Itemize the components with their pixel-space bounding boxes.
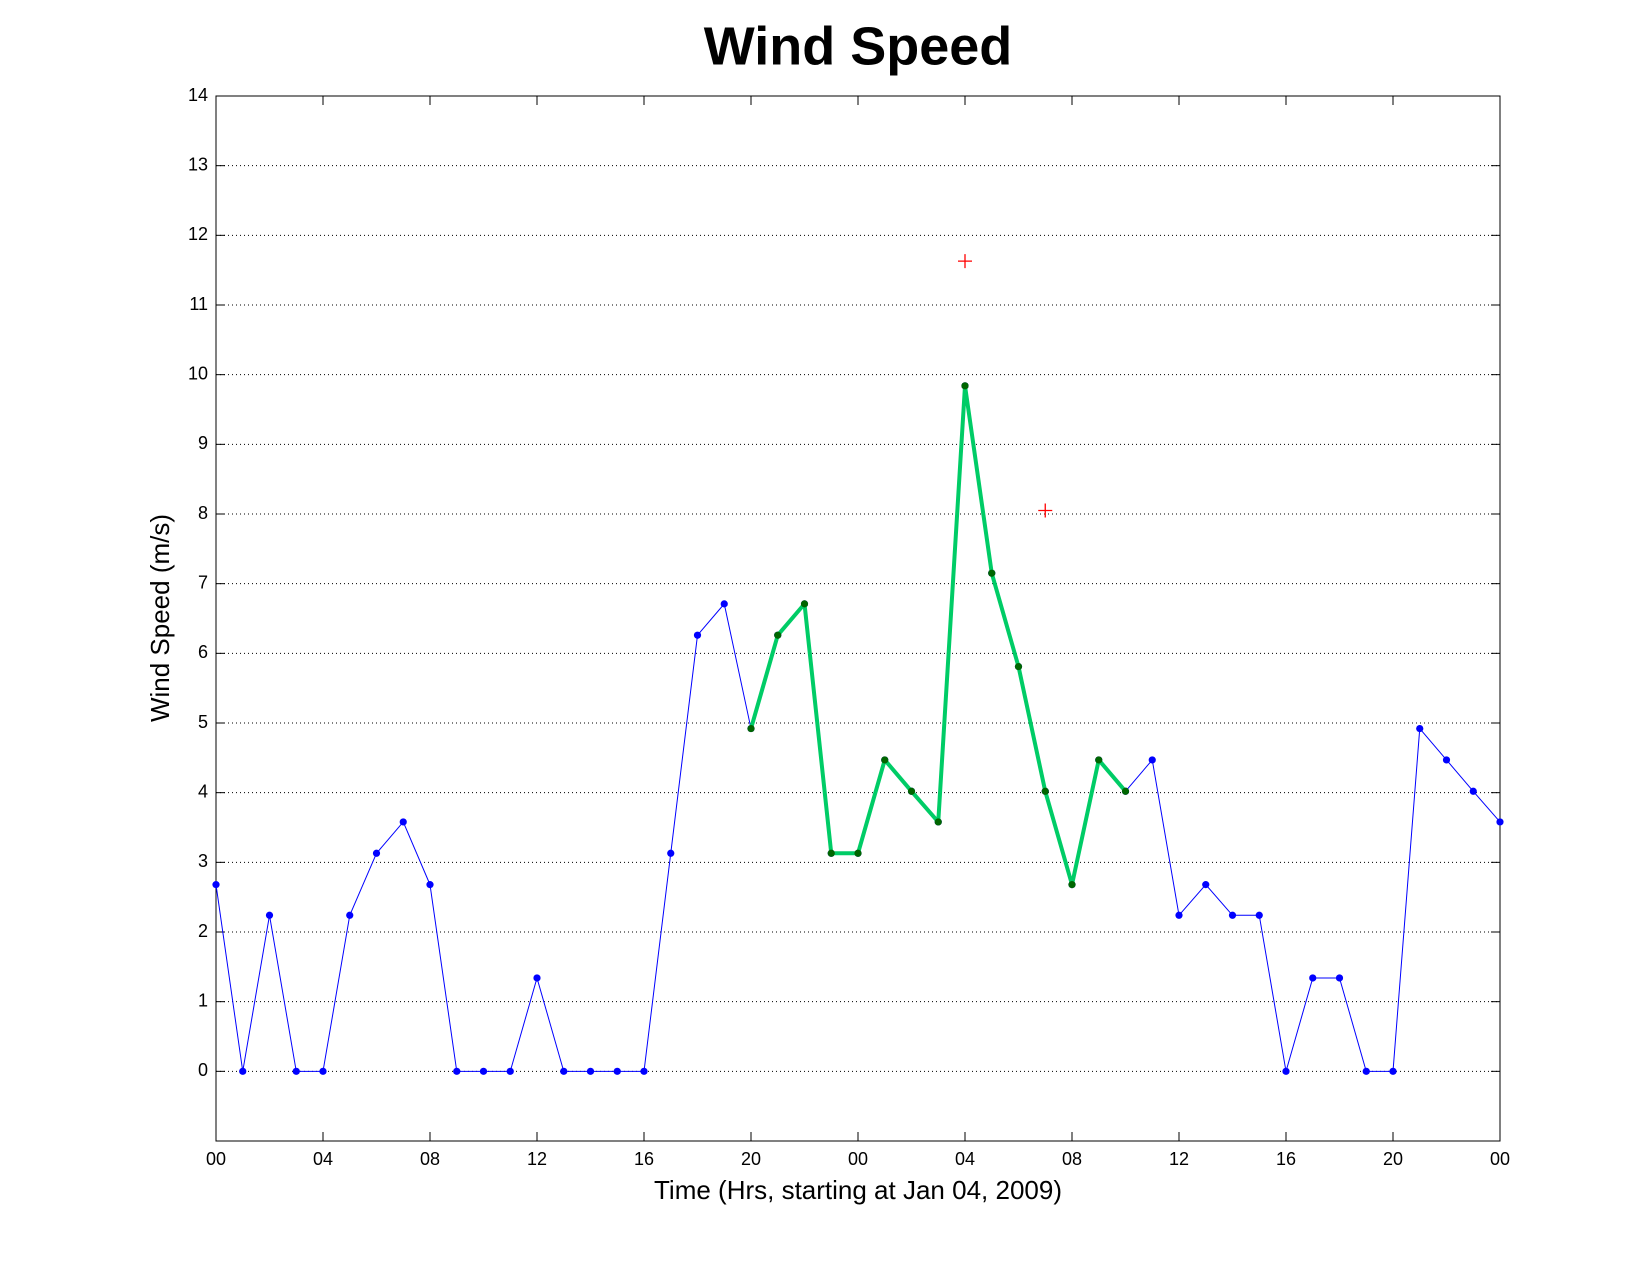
y-tick-label: 5	[198, 712, 208, 732]
x-tick-label: 20	[1383, 1149, 1403, 1169]
point-marker	[1041, 787, 1049, 795]
point-marker	[1442, 756, 1451, 764]
y-tick-label: 3	[198, 851, 208, 871]
point-marker	[506, 1067, 514, 1075]
point-marker	[1068, 881, 1076, 889]
x-axis-label: Time (Hrs, starting at Jan 04, 2009)	[654, 1175, 1062, 1205]
y-tick-label: 7	[198, 572, 208, 592]
y-tick-label: 0	[198, 1060, 208, 1080]
x-tick-label: 20	[741, 1149, 761, 1169]
point-marker	[667, 849, 675, 857]
point-marker	[800, 600, 809, 608]
point-marker	[1362, 1067, 1370, 1075]
x-tick-label: 04	[313, 1149, 333, 1169]
point-marker	[1255, 911, 1263, 919]
y-tick-label: 13	[188, 154, 208, 174]
point-marker	[881, 756, 889, 764]
point-marker	[720, 600, 728, 608]
point-marker	[958, 254, 972, 269]
point-marker	[265, 911, 274, 919]
point-marker	[854, 849, 862, 857]
y-axis-label: Wind Speed (m/s)	[145, 514, 175, 722]
point-marker	[212, 881, 220, 889]
point-marker	[934, 818, 942, 826]
point-marker	[640, 1067, 648, 1075]
x-tick-label: 04	[955, 1149, 975, 1169]
point-marker	[1469, 787, 1477, 795]
point-marker	[586, 1067, 595, 1075]
point-marker	[372, 849, 381, 857]
y-tick-label: 14	[188, 85, 208, 105]
point-marker	[1121, 787, 1130, 795]
x-tick-label: 08	[420, 1149, 440, 1169]
point-marker	[533, 974, 541, 982]
x-tick-label: 00	[1490, 1149, 1510, 1169]
point-marker	[988, 569, 996, 577]
x-tick-label: 08	[1062, 1149, 1082, 1169]
plot-frame	[215, 95, 1501, 1142]
point-marker	[1335, 974, 1344, 982]
point-marker	[1309, 974, 1317, 982]
point-marker	[907, 787, 916, 795]
point-marker	[693, 631, 702, 639]
point-marker	[1389, 1067, 1397, 1075]
point-marker	[346, 911, 354, 919]
point-marker	[1202, 881, 1210, 889]
point-marker	[774, 631, 782, 639]
point-marker	[613, 1067, 621, 1075]
x-tick-label: 00	[848, 1149, 868, 1169]
y-tick-label: 11	[189, 294, 208, 314]
x-tick-label: 16	[634, 1149, 654, 1169]
y-tick-label: 1	[198, 990, 208, 1010]
y-tick-label: 6	[198, 642, 208, 662]
y-tick-label: 2	[198, 921, 208, 941]
point-marker	[399, 818, 407, 826]
y-tick-label: 9	[198, 433, 208, 453]
point-marker	[1496, 818, 1504, 826]
chart-title: Wind Speed	[704, 16, 1013, 76]
x-tick-label: 12	[1169, 1149, 1189, 1169]
y-tick-label: 8	[198, 503, 208, 523]
point-marker	[319, 1067, 327, 1075]
point-marker	[560, 1067, 568, 1075]
point-marker	[1014, 662, 1023, 671]
point-marker	[1282, 1067, 1290, 1075]
point-marker	[747, 724, 755, 733]
point-marker	[1228, 911, 1237, 919]
point-marker	[426, 881, 434, 889]
x-tick-label: 00	[206, 1149, 226, 1169]
point-marker	[1038, 503, 1053, 518]
x-tick-label: 12	[527, 1149, 547, 1169]
point-marker	[1095, 756, 1103, 764]
point-marker	[292, 1067, 300, 1075]
y-tick-label: 12	[188, 224, 208, 244]
point-marker	[1416, 724, 1424, 733]
point-marker	[453, 1067, 461, 1075]
point-marker	[1148, 756, 1156, 764]
x-tick-label: 16	[1276, 1149, 1296, 1169]
point-marker	[827, 849, 835, 857]
point-marker	[479, 1067, 488, 1075]
point-marker	[1175, 911, 1183, 919]
y-tick-label: 10	[188, 363, 208, 383]
point-marker	[961, 382, 969, 390]
point-marker	[239, 1067, 247, 1075]
y-tick-label: 4	[198, 781, 208, 801]
